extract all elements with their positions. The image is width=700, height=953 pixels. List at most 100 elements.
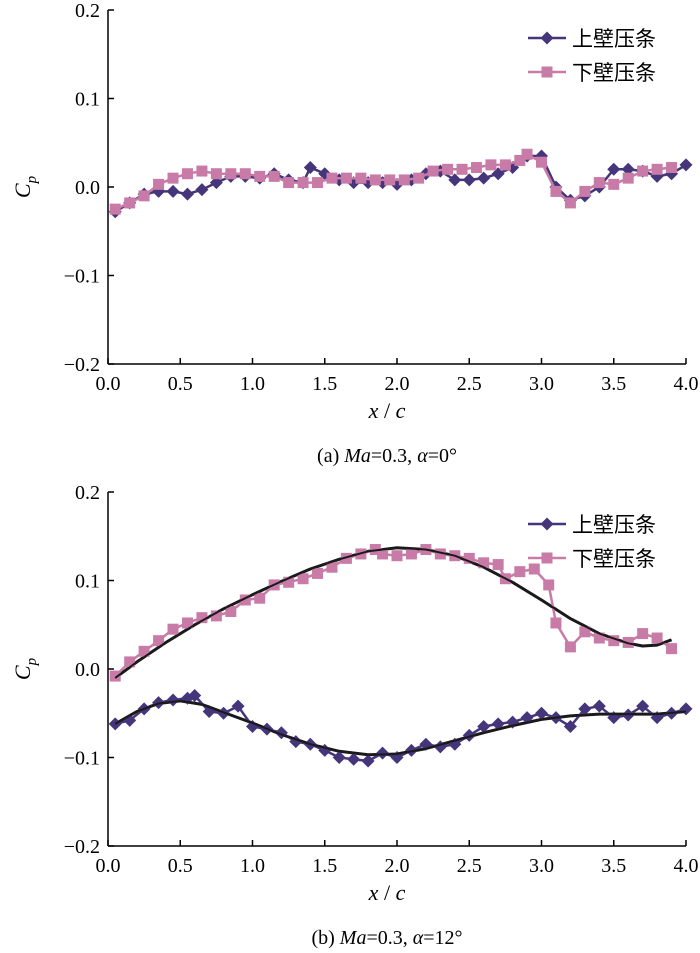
data-point	[340, 552, 352, 564]
caption-mid: =0.3,	[371, 445, 417, 467]
data-point	[477, 720, 491, 734]
data-point	[593, 177, 605, 189]
data-point	[166, 184, 180, 198]
data-point	[254, 170, 266, 182]
series-square	[109, 544, 678, 682]
data-point	[536, 156, 547, 168]
data-point	[592, 699, 606, 713]
y-tick-label: 0.2	[75, 482, 100, 504]
data-point	[514, 566, 526, 578]
x-axis-label-sep: /	[378, 880, 395, 905]
data-point	[347, 752, 361, 766]
data-point	[312, 567, 324, 579]
data-point	[167, 172, 179, 184]
x-tick-label: 4.0	[674, 855, 699, 877]
data-point	[225, 605, 237, 617]
fit-curve-overlay	[114, 699, 687, 756]
data-point	[543, 579, 555, 591]
data-point	[636, 699, 650, 713]
y-tick-label: −0.1	[64, 266, 100, 288]
data-point	[391, 550, 403, 562]
data-point	[332, 751, 346, 764]
x-axis-label-x: x	[368, 398, 379, 423]
data-point	[167, 623, 179, 635]
chart-a: 0.20.10.0−0.1−0.20.0 0.5 1.0 1.5 2.0 2.5 3.0 3.…	[10, 0, 699, 467]
caption-ma: Ma	[343, 445, 371, 467]
data-point	[210, 168, 222, 180]
legend-label: 上壁压条	[572, 27, 656, 51]
data-point	[521, 148, 533, 160]
caption-alpha: α	[413, 927, 424, 949]
x-tick-label: 3.0	[529, 855, 554, 877]
data-point	[355, 172, 367, 184]
x-axis-label-sep: /	[378, 398, 395, 423]
y-tick-label: 0.2	[75, 0, 100, 22]
data-point	[427, 165, 439, 177]
series-square	[109, 148, 678, 215]
data-point	[181, 617, 193, 629]
chart-caption: (a) Ma=0.3, α=0°	[317, 445, 457, 467]
legend-marker	[540, 31, 554, 45]
data-point	[563, 720, 577, 734]
x-tick-label: 1.0	[240, 373, 265, 395]
data-point	[478, 557, 490, 569]
data-point	[188, 689, 202, 703]
data-point	[442, 163, 454, 175]
legend-marker	[541, 66, 553, 78]
x-tick-label: 2.0	[385, 855, 410, 877]
data-point	[550, 617, 562, 629]
data-point	[377, 548, 389, 560]
data-point	[124, 656, 136, 668]
data-point	[550, 185, 562, 197]
data-point	[231, 699, 245, 713]
y-tick-label: −0.2	[64, 354, 100, 376]
data-point	[312, 177, 324, 189]
data-point	[109, 670, 121, 682]
x-axis-label: x / c	[368, 398, 406, 423]
data-point	[210, 610, 222, 622]
data-point	[413, 172, 425, 184]
data-point	[666, 162, 678, 174]
data-point	[622, 172, 634, 184]
data-point	[283, 576, 295, 588]
data-point	[637, 628, 649, 640]
chart-b: 0.20.10.0−0.1−0.20.0 0.5 1.0 1.5 2.0 2.5 3.0 3.…	[10, 482, 699, 949]
data-point	[166, 693, 180, 707]
caption-suffix: =0°	[428, 445, 457, 467]
data-point	[196, 612, 208, 624]
data-point	[456, 163, 468, 175]
chart-caption: (b) Ma=0.3, α=12°	[311, 927, 462, 949]
y-axis-label-main: C	[10, 665, 35, 680]
y-axis-label-main: C	[10, 183, 35, 198]
data-point	[593, 632, 605, 644]
x-axis-label-x: x	[368, 880, 379, 905]
data-point	[651, 163, 663, 175]
data-point	[491, 717, 505, 731]
data-point	[398, 174, 410, 186]
data-point	[564, 197, 576, 209]
x-tick-label: 2.5	[457, 373, 482, 395]
x-tick-label: 4.0	[674, 373, 699, 395]
x-tick-label: 3.5	[601, 855, 626, 877]
data-point	[369, 174, 381, 186]
y-axis-label: Cp	[10, 175, 40, 198]
data-point	[196, 165, 208, 177]
legend-label: 上壁压条	[572, 513, 656, 537]
data-point	[340, 172, 352, 184]
x-tick-label: 2.0	[385, 373, 410, 395]
x-tick-label: 0.5	[168, 373, 193, 395]
data-point	[463, 552, 475, 564]
x-axis-label-c: c	[396, 398, 406, 423]
data-point	[535, 706, 548, 720]
y-axis-label: Cp	[10, 657, 40, 680]
data-point	[138, 190, 150, 202]
data-point	[254, 592, 266, 604]
legend-marker	[541, 552, 553, 564]
legend-marker	[540, 517, 554, 531]
data-point	[637, 165, 649, 177]
data-point	[239, 594, 251, 606]
x-axis-label-c: c	[396, 880, 406, 905]
x-tick-label: 0.0	[96, 373, 121, 395]
